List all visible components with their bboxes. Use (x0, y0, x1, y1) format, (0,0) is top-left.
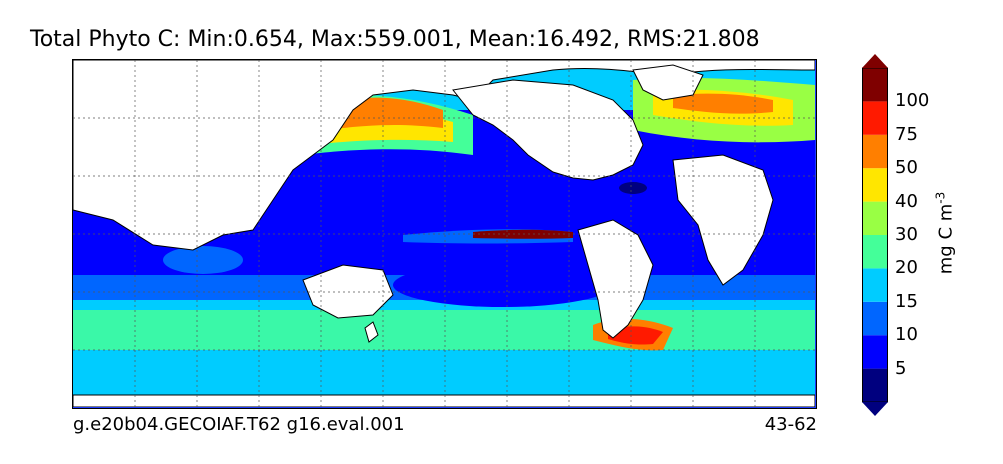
colorbar-segment (862, 134, 888, 169)
south-america-land (577, 219, 654, 339)
colorbar-tick-label: 10 (895, 324, 918, 346)
unit-prefix: mg C m (935, 203, 957, 275)
colorbar-tick-label: 40 (895, 190, 918, 212)
graticule (73, 60, 815, 407)
colorbar-segment (862, 68, 888, 102)
map-panel (72, 59, 817, 409)
antarctica-land (73, 394, 815, 407)
case-name-label: g.e20b04.GECOIAF.T62 g16.eval.001 (73, 414, 405, 435)
colorbar-segment (862, 368, 888, 402)
colorbar-tick-label: 100 (895, 90, 930, 112)
colorbar-unit-label: mg C m-3 (934, 192, 957, 274)
colorbar-tick-label: 20 (895, 257, 918, 279)
colorbar-extend-top (862, 54, 888, 68)
colorbar-segment (862, 235, 888, 269)
eurasia-land (73, 60, 815, 251)
colorbar-segment (862, 335, 888, 369)
colorbar-tick-label: 50 (895, 157, 918, 179)
colorbar-segment (862, 301, 888, 336)
colorbar-tick-label: 15 (895, 290, 918, 312)
colorbar-tick-label: 30 (895, 224, 918, 245)
north-america-land (452, 79, 644, 181)
colorbar-segment (862, 268, 888, 302)
unit-exponent: -3 (933, 191, 948, 204)
colorbar-tick-label: 75 (895, 123, 918, 145)
colorbar-segment (862, 101, 888, 135)
map-title: Total Phyto C: Min:0.654, Max:559.001, M… (30, 27, 760, 52)
colorbar-tick-label: 5 (895, 357, 907, 379)
years-label: 43-62 (764, 414, 817, 435)
colorbar-segment (862, 201, 888, 235)
southern-ocean-bloom-band (73, 310, 815, 350)
colorbar-segment (862, 168, 888, 202)
africa-land (672, 154, 774, 286)
colorbar-extend-bottom (862, 402, 888, 416)
south-pacific-gyre (393, 263, 613, 307)
new-zealand-land (364, 321, 379, 343)
north-atlantic-orange (673, 93, 773, 114)
colorbar (862, 54, 888, 416)
indian-ocean-band (163, 246, 243, 274)
caribbean-low (619, 182, 647, 194)
phyto-map (73, 60, 815, 407)
